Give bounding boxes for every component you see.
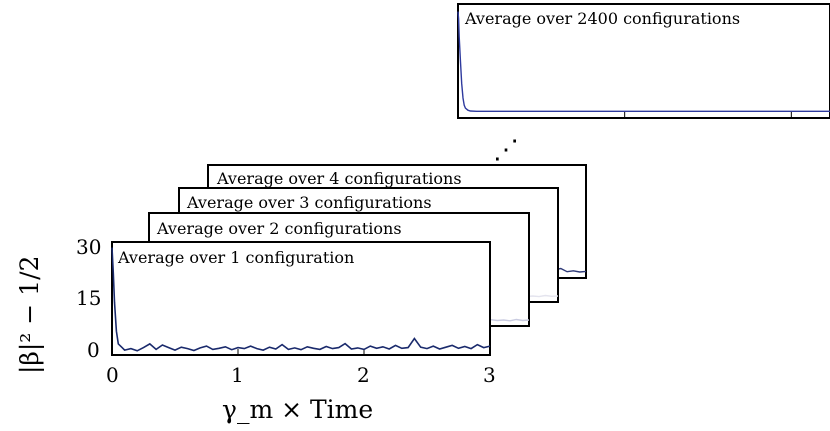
panel-2400-ticks — [457, 112, 792, 118]
series-line-1-configuration — [111, 247, 491, 352]
panel-1-title: Average over 1 configuration — [117, 248, 354, 267]
y-tick-label-30: 30 — [76, 235, 101, 259]
panel-1-configuration: Average over 1 configuration — [111, 241, 491, 356]
y-axis-label: |β|² − 1/2 — [15, 256, 45, 374]
series-line-2400-configurations — [457, 11, 830, 112]
ellipsis-dots: ⋰ — [493, 135, 519, 165]
y-tick-label-0: 0 — [87, 338, 100, 362]
x-tick-label-0: 0 — [106, 363, 119, 387]
x-tick-label-2: 2 — [357, 363, 370, 387]
ellipsis-marker: ⋰ — [493, 135, 519, 165]
panel-3-title: Average over 3 configurations — [186, 193, 432, 212]
panel-2400-configurations: Average over 2400 configurations — [457, 3, 830, 119]
panel-1-frame — [111, 241, 491, 356]
y-axis-tick-labels: 30 15 0 — [76, 235, 101, 362]
x-axis-tick-labels: 0 1 2 3 — [106, 363, 496, 387]
y-tick-label-15: 15 — [76, 286, 101, 310]
x-tick-label-1: 1 — [231, 363, 244, 387]
panel-4-title: Average over 4 configurations — [216, 169, 462, 188]
x-tick-label-3: 3 — [483, 363, 496, 387]
x-axis-label: γ_m × Time — [222, 395, 373, 424]
panel-2400-frame — [457, 3, 830, 119]
panel-2400-title: Average over 2400 configurations — [464, 9, 740, 28]
panel-2-title: Average over 2 configurations — [156, 219, 402, 238]
